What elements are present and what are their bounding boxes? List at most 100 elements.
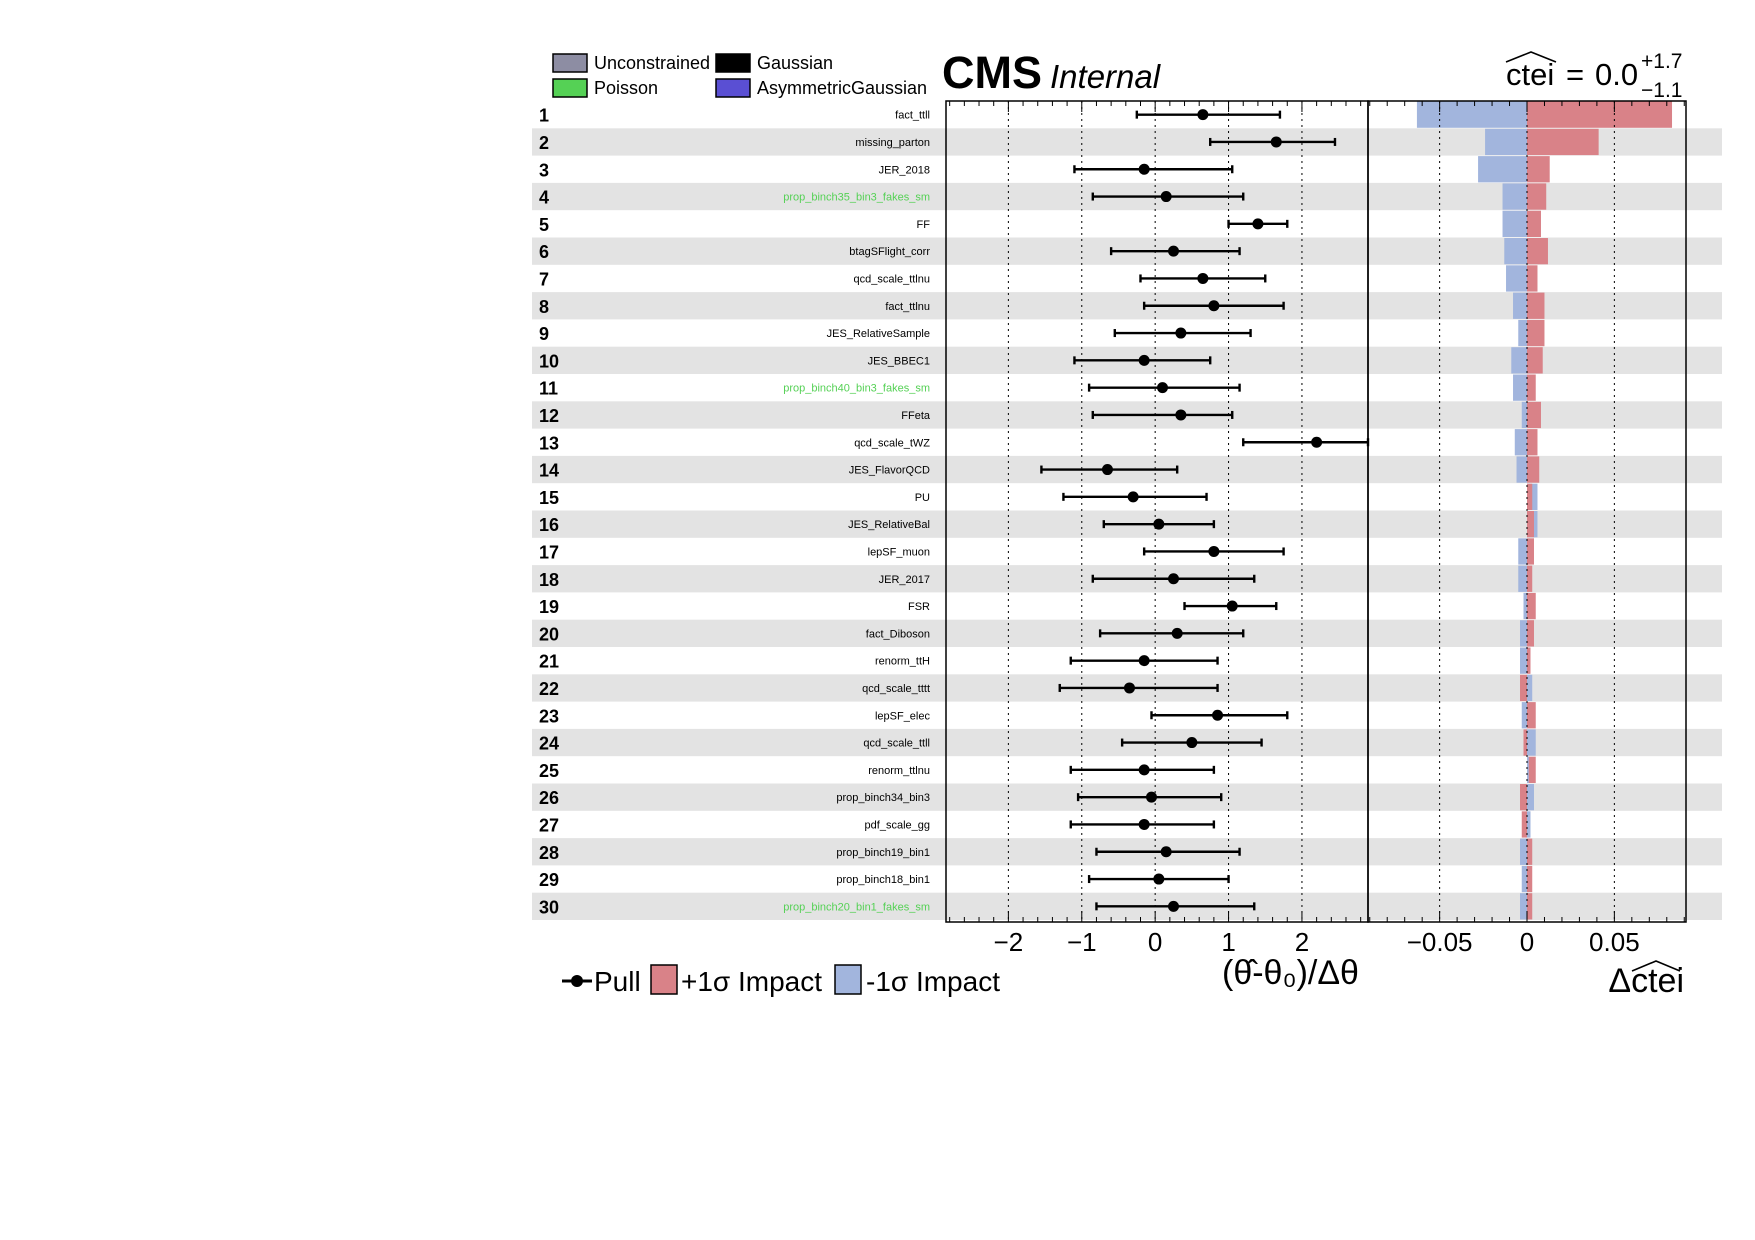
parameter-name: JER_2017 (879, 574, 930, 586)
parameter-rank: 1 (539, 106, 549, 126)
minus-impact-bar (1520, 838, 1527, 865)
parameter-row: 5 FF (539, 210, 1541, 237)
parameter-row: 27 pdf_scale_gg (539, 811, 1531, 838)
parameter-row: 12 FFeta (539, 401, 1541, 429)
plus-impact-bar (1520, 674, 1527, 702)
parameter-name: PU (915, 492, 930, 504)
plus-impact-bar (1527, 292, 1545, 319)
plus-impact-bar (1527, 838, 1533, 865)
parameter-name: prop_binch20_bin1_fakes_sm (783, 901, 930, 913)
minus-impact-bar (1521, 401, 1527, 429)
parameter-rank: 8 (539, 297, 549, 317)
pull-marker (1138, 818, 1150, 830)
minus-impact-bar (1523, 592, 1527, 620)
plus-impact-bar (1527, 156, 1550, 183)
parameter-row: 15 PU (539, 483, 1538, 510)
pull-axis-title: (θ̂-θ₀)/Δθ (1222, 954, 1359, 992)
pull-marker (1157, 382, 1169, 394)
pull-marker (1226, 600, 1238, 612)
plus-impact-bar (1527, 483, 1533, 510)
minus-impact-bar (1416, 101, 1527, 128)
parameter-rank: 4 (539, 188, 549, 208)
minus-impact-bar (1518, 565, 1527, 592)
legend-label-asymmetric-gaussian: AsymmetricGaussian (757, 78, 927, 98)
parameter-row: 10 JES_BBEC1 (539, 347, 1543, 374)
pull-marker (1138, 354, 1150, 366)
type-legend: Unconstrained Gaussian Poisson Asymmetri… (552, 53, 927, 98)
parameter-name: qcd_scale_ttlnu (854, 273, 930, 285)
parameter-row: 25 renorm_ttlnu (539, 756, 1536, 783)
minus-impact-legend-swatch (834, 964, 862, 995)
plus-impact-bar (1527, 101, 1673, 128)
pull-marker (1160, 191, 1172, 203)
impact-grid (1439, 101, 1615, 922)
parameter-row: 30 prop_binch20_bin1_fakes_sm (539, 893, 1533, 920)
pull-tick-label: 0 (1148, 927, 1162, 957)
plus-impact-bar (1527, 429, 1538, 456)
parameter-name: fact_ttlnu (885, 301, 930, 313)
impact-axis: −0.05 0 0.05 (1369, 101, 1685, 957)
minus-impact-bar (1527, 784, 1534, 811)
poi-value: 0.0 (1595, 57, 1638, 92)
parameter-rank: 11 (539, 379, 558, 399)
pull-marker (1127, 491, 1139, 503)
parameter-row: 18 JER_2017 (539, 565, 1533, 592)
parameter-name: qcd_scale_tttt (862, 683, 930, 695)
parameter-rank: 16 (539, 515, 559, 535)
minus-impact-bar (1502, 210, 1527, 237)
pull-marker (1197, 272, 1209, 284)
parameter-row: 21 renorm_ttH (539, 647, 1531, 674)
plus-impact-bar (1527, 238, 1548, 265)
plus-impact-bar (1527, 511, 1534, 538)
parameter-name: FF (917, 219, 931, 231)
impact-tick-label: 0 (1520, 927, 1534, 957)
parameter-name: JES_RelativeBal (848, 519, 930, 531)
parameter-name: JES_FlavorQCD (849, 465, 930, 477)
pull-tick-label: 2 (1295, 927, 1309, 957)
legend-swatch-poisson (552, 78, 588, 98)
pull-marker (1168, 573, 1180, 585)
minus-impact-bar (1504, 238, 1527, 265)
parameter-name: qcd_scale_tWZ (854, 437, 930, 449)
parameter-row: 3 JER_2018 (539, 156, 1550, 183)
plus-impact-bar (1527, 647, 1531, 674)
plus-impact-bar (1527, 210, 1541, 237)
parameter-name: JES_BBEC1 (868, 355, 930, 367)
parameter-row: 19 FSR (539, 592, 1536, 620)
plus-impact-bar (1527, 456, 1540, 483)
impact-axis-title: Δctei (1608, 960, 1684, 1000)
minus-impact-bar (1527, 674, 1533, 702)
plus-impact-bar (1520, 784, 1527, 811)
pull-marker (1168, 245, 1180, 257)
plus-impact-bar (1527, 865, 1533, 893)
parameter-name: renorm_ttH (875, 656, 930, 668)
plus-impact-bar (1527, 401, 1541, 429)
parameter-name: prop_binch18_bin1 (836, 874, 930, 886)
plus-impact-bar (1527, 183, 1547, 210)
parameter-row: 6 btagSFlight_corr (539, 238, 1548, 265)
plus-impact-bar (1527, 347, 1543, 374)
parameter-rank: 19 (539, 597, 559, 617)
plus-impact-bar (1523, 729, 1527, 756)
parameter-row: 9 JES_RelativeSample (539, 319, 1545, 347)
impact-axis-title-text: Δctei (1608, 962, 1684, 1000)
minus-impact-bar (1502, 183, 1527, 210)
minus-impact-bar (1527, 729, 1536, 756)
pull-marker (1311, 436, 1323, 448)
parameter-rank: 23 (539, 706, 559, 726)
parameter-name: missing_parton (855, 137, 930, 149)
minus-impact-bar (1527, 756, 1529, 783)
parameter-rank: 27 (539, 815, 559, 835)
pull-marker (1145, 791, 1157, 803)
plus-impact-bar (1521, 811, 1527, 838)
legend-label-gaussian: Gaussian (757, 53, 833, 73)
plus-impact-bar (1527, 128, 1599, 156)
minus-impact-bar (1521, 865, 1527, 893)
minus-impact-bar (1518, 319, 1527, 347)
pull-legend-marker (571, 975, 583, 987)
parameter-rank: 18 (539, 570, 559, 590)
status-label: Internal (1050, 58, 1162, 95)
poi-equals: = (1566, 57, 1584, 92)
minus-impact-bar (1520, 620, 1527, 647)
minus-impact-bar (1513, 374, 1527, 401)
